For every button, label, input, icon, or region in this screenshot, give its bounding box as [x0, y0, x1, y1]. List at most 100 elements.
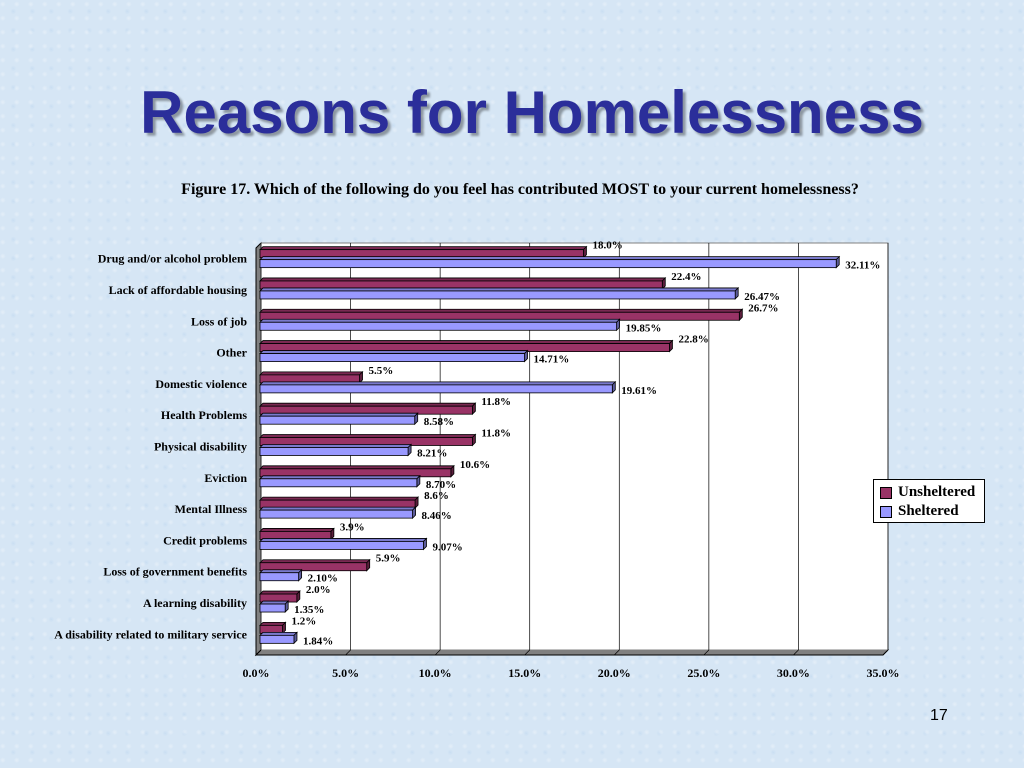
data-label-sheltered: 1.35%: [294, 604, 324, 616]
bar-front-face: [259, 603, 286, 613]
bar-sheltered: [259, 255, 841, 269]
data-label-sheltered: 8.46%: [422, 510, 452, 522]
x-tick-label: 15.0%: [508, 666, 541, 680]
data-label-sheltered: 14.71%: [534, 354, 570, 366]
bar-top-face: [259, 631, 298, 636]
bar-unsheltered: [259, 308, 744, 322]
bar-sheltered: [259, 631, 298, 645]
bar-top-face: [259, 528, 335, 532]
labels-group: 0.0% 5.0% 10.0% 15.0% 20.0% 25.0% 30.0% 35.0% Dr…: [54, 240, 899, 680]
bar-top-face: [259, 350, 529, 354]
category-label: Health Problems: [161, 408, 247, 422]
bar-top-face: [259, 434, 477, 438]
bar-sheltered: [259, 600, 290, 614]
bar-front-face: [259, 634, 295, 644]
bar-front-face: [259, 572, 300, 582]
bar-top-face: [259, 381, 617, 386]
category-label: A disability related to military service: [54, 627, 247, 641]
bar-sheltered: [259, 537, 428, 551]
data-label-sheltered: 8.21%: [417, 448, 447, 460]
bar-top-face: [259, 277, 667, 282]
slide-title: Reasons for Homelessness: [140, 79, 924, 146]
x-tick-label: 25.0%: [687, 666, 720, 680]
bar-sheltered: [259, 380, 617, 394]
x-tick-label: 30.0%: [777, 666, 810, 680]
legend-swatch-sheltered: [880, 505, 892, 518]
bar-top-face: [259, 465, 455, 470]
data-label-unsheltered: 26.7%: [748, 302, 778, 314]
bar-sheltered: [259, 412, 419, 426]
bar-sheltered: [259, 568, 303, 582]
data-label-sheltered: 19.61%: [621, 385, 657, 397]
gridline-floor: [255, 649, 262, 656]
data-label-unsheltered: 5.9%: [376, 553, 401, 565]
bar-top-face: [259, 340, 674, 344]
gridline-floor: [703, 649, 710, 656]
gridline-floor: [345, 649, 351, 656]
gridline-floor: [793, 649, 799, 656]
bar-top-face: [259, 256, 841, 261]
bar-unsheltered: [259, 402, 477, 416]
x-tick-label: 20.0%: [598, 666, 631, 680]
bar-top-face: [259, 444, 413, 448]
bar-front-face: [259, 290, 736, 300]
data-label-sheltered: 19.85%: [626, 322, 662, 334]
chart-legend: Unsheltered Sheltered: [873, 479, 985, 523]
gridline-floor: [882, 649, 889, 656]
bar-top-face: [259, 475, 421, 480]
bar-unsheltered: [259, 370, 364, 384]
bar-front-face: [259, 562, 368, 572]
gridline-floor: [614, 649, 620, 656]
bar-top-face: [259, 318, 621, 323]
bar-sheltered: [259, 318, 621, 332]
bar-front-face: [259, 321, 617, 331]
data-label-unsheltered: 22.8%: [678, 334, 708, 346]
category-label: Eviction: [204, 471, 247, 485]
bar-top-face: [259, 402, 477, 407]
data-label-sheltered: 9.07%: [432, 541, 462, 553]
bar-front-face: [259, 353, 525, 362]
x-tick-label: 10.0%: [419, 666, 452, 680]
category-label: Mental Illness: [175, 502, 248, 516]
gridline-floor: [434, 649, 441, 656]
bars-group: [259, 245, 841, 645]
gridline-floor: [524, 649, 530, 656]
bar-unsheltered: [259, 496, 420, 510]
bar-unsheltered: [259, 245, 588, 259]
data-label-sheltered: 26.47%: [744, 291, 780, 303]
bar-top-face: [259, 600, 290, 605]
data-label-unsheltered: 11.8%: [481, 396, 511, 408]
data-label-unsheltered: 11.8%: [481, 428, 511, 440]
bar-unsheltered: [259, 339, 674, 353]
category-label: A learning disability: [143, 596, 247, 610]
bar-top-face: [259, 621, 287, 626]
category-label: Loss of job: [191, 314, 247, 328]
bar-unsheltered: [259, 558, 371, 572]
bar-top-face: [259, 308, 744, 313]
bar-front-face: [259, 415, 416, 425]
category-label: Domestic violence: [155, 377, 247, 391]
bar-front-face: [259, 541, 424, 550]
bar-unsheltered: [259, 590, 301, 604]
plot-floor: [254, 649, 890, 656]
category-label: Physical disability: [154, 440, 247, 454]
data-label-sheltered: 32.11%: [845, 260, 880, 272]
legend-swatch-unsheltered: [880, 486, 892, 499]
data-label-sheltered: 8.58%: [424, 416, 454, 428]
bar-sheltered: [259, 349, 529, 363]
bar-front-face: [259, 509, 413, 519]
bar-top-face: [259, 371, 364, 376]
bar-front-face: [259, 384, 613, 394]
legend-item-unsheltered: Unsheltered: [880, 483, 984, 502]
bar-top-face: [259, 538, 428, 542]
bar-unsheltered: [259, 464, 455, 478]
data-label-unsheltered: 1.2%: [291, 615, 316, 627]
data-label-unsheltered: 5.5%: [369, 365, 394, 377]
category-label: Other: [216, 346, 247, 360]
bar-top-face: [259, 569, 303, 574]
bar-sheltered: [259, 286, 740, 300]
bar-unsheltered: [259, 621, 287, 635]
data-label-unsheltered: 10.6%: [460, 459, 490, 471]
x-tick-label: 5.0%: [332, 666, 359, 680]
